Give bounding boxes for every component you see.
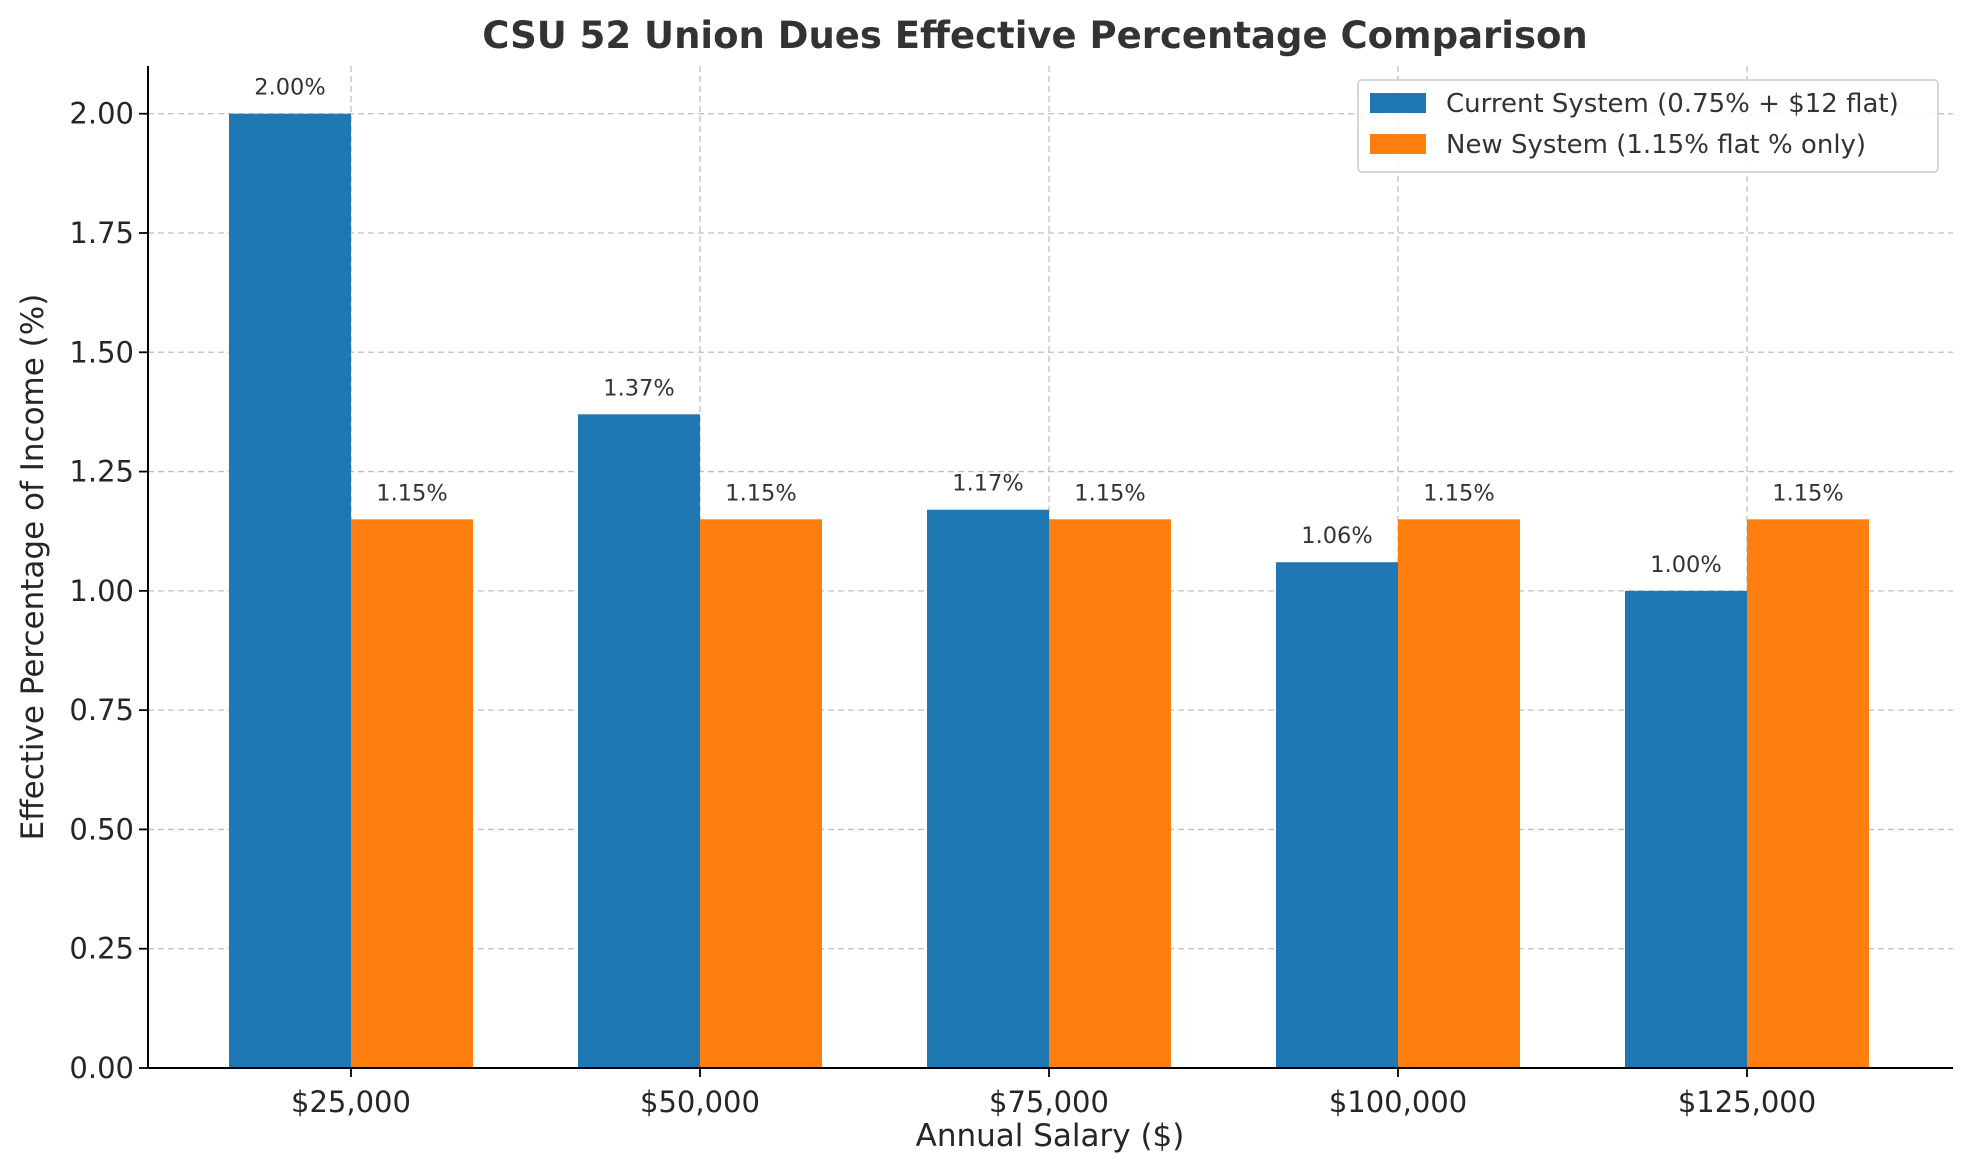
y-tick-label: 0.00 (69, 1051, 134, 1085)
y-axis-label: Effective Percentage of Income (%) (15, 294, 51, 841)
current-system-bar (578, 414, 700, 1068)
current-system-data-label: 1.00% (1650, 552, 1721, 578)
current-system-bar (229, 113, 351, 1068)
legend: Current System (0.75% + $12 flat) New Sys… (1357, 79, 1939, 173)
y-tick-label: 1.50 (69, 335, 134, 369)
y-tick-label: 2.00 (69, 97, 134, 131)
new-system-data-label: 1.15% (1772, 480, 1843, 506)
axis-ticks: 0.00 0.25 0.50 0.75 1.00 1.25 1.50 1.75 2.00 $25,… (69, 97, 1816, 1119)
chart-title: CSU 52 Union Dues Effective Percentage C… (482, 14, 1588, 57)
new-system-data-label: 1.15% (376, 480, 447, 506)
x-axis-label: Annual Salary ($) (916, 1118, 1185, 1154)
current-system-bar (1625, 590, 1747, 1068)
legend-box (1357, 79, 1939, 173)
current-system-legend-label: Current System (0.75% + $12 flat) (1446, 89, 1899, 119)
current-system-data-label: 1.06% (1301, 523, 1372, 549)
y-tick-label: 1.75 (69, 216, 134, 250)
current-system-bar (927, 509, 1049, 1068)
y-tick-label: 0.75 (69, 693, 134, 727)
new-system-legend-swatch (1370, 134, 1426, 154)
y-tick-label: 1.00 (69, 574, 134, 608)
current-system-bar (1276, 562, 1398, 1068)
x-tick-label: $100,000 (1329, 1085, 1467, 1119)
bars (229, 113, 1869, 1068)
current-system-data-label: 1.17% (952, 471, 1023, 497)
current-system-legend-swatch (1370, 93, 1426, 113)
y-tick-label: 0.25 (69, 932, 134, 966)
data-labels: 2.00% 1.37% 1.17% 1.06% 1.00% 1.15% 1.15% 1.15%… (254, 75, 1843, 578)
new-system-bar (1398, 519, 1520, 1068)
new-system-bar (700, 519, 822, 1068)
new-system-bar (1747, 519, 1869, 1068)
new-system-legend-label: New System (1.15% flat % only) (1446, 130, 1866, 160)
new-system-data-label: 1.15% (1423, 480, 1494, 506)
new-system-data-label: 1.15% (1074, 480, 1145, 506)
current-system-data-label: 1.37% (603, 375, 674, 401)
x-tick-label: $125,000 (1678, 1085, 1816, 1119)
new-system-data-label: 1.15% (725, 480, 796, 506)
x-tick-label: $75,000 (989, 1085, 1109, 1119)
new-system-bar (351, 519, 473, 1068)
new-system-bar (1049, 519, 1171, 1068)
y-tick-label: 0.50 (69, 812, 134, 846)
current-system-data-label: 2.00% (254, 75, 325, 101)
y-tick-label: 1.25 (69, 455, 134, 489)
x-tick-label: $25,000 (291, 1085, 411, 1119)
x-tick-label: $50,000 (640, 1085, 760, 1119)
